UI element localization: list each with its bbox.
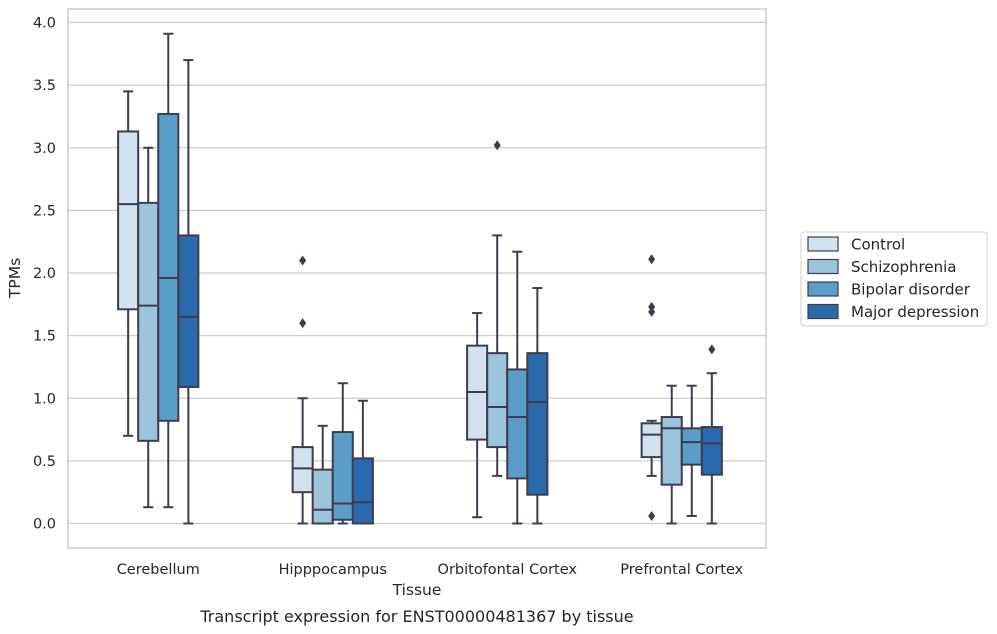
x-tick-label: Hipppocampus <box>279 562 387 578</box>
x-tick-label: Cerebellum <box>117 562 200 578</box>
legend-item: Schizophrenia <box>807 258 956 276</box>
iqr-box <box>351 457 374 525</box>
legend-swatch <box>807 281 839 297</box>
iqr-box <box>506 368 529 480</box>
box-bipolar-disorder <box>680 384 703 517</box>
legend: Control Schizophrenia Bipolar disorder Majo… <box>800 231 988 327</box>
outlier-point <box>493 140 501 151</box>
iqr-box <box>177 234 200 388</box>
iqr-box <box>157 112 180 422</box>
legend-frame <box>800 231 988 327</box>
y-tick-label: 3.5 <box>33 78 56 94</box>
y-tick-labels: 0.0 0.5 1.0 1.5 2.0 2.5 3.0 3.5 4.0 <box>33 16 56 533</box>
y-tick-label: 0.5 <box>33 454 56 470</box>
outlier-point <box>648 306 656 317</box>
iqr-box <box>526 352 549 496</box>
outlier-point <box>299 255 307 266</box>
legend-item: Control <box>807 236 905 254</box>
y-tick-label: 3.0 <box>33 141 56 157</box>
legend-swatch <box>807 303 839 320</box>
iqr-box <box>331 431 354 521</box>
box-schizophrenia <box>137 146 160 509</box>
box-major-depression <box>700 344 723 525</box>
box-major-depression <box>351 399 374 525</box>
y-tick-label: 2.0 <box>33 266 56 282</box>
y-tick-label: 0.0 <box>33 517 56 533</box>
box-major-depression <box>177 59 200 525</box>
y-tick-label: 2.5 <box>33 203 56 219</box>
chart-caption: Transcript expression for ENST0000048136… <box>199 607 633 626</box>
legend-item: Bipolar disorder <box>807 281 971 299</box>
box-bipolar-disorder <box>506 250 529 525</box>
legend-label: Major depression <box>851 303 979 321</box>
box-control <box>291 255 314 525</box>
iqr-box <box>660 416 683 486</box>
x-tick-label: Orbitofontal Cortex <box>438 562 578 578</box>
outlier-point <box>708 344 716 355</box>
legend-label: Control <box>851 236 905 254</box>
legend-item: Major depression <box>807 303 979 321</box>
legend-swatch <box>807 236 839 252</box>
iqr-box <box>311 468 334 525</box>
y-axis-title: TPMs <box>6 258 24 299</box>
iqr-box <box>291 446 314 494</box>
outlier-point <box>299 318 307 329</box>
iqr-box <box>137 201 160 442</box>
outlier-point <box>648 254 656 265</box>
iqr-box <box>640 422 663 459</box>
x-tick-labels: Cerebellum Hipppocampus Orbitofontal Corte… <box>117 562 744 578</box>
iqr-box <box>486 352 509 449</box>
outlier-point <box>648 301 656 312</box>
iqr-box <box>680 427 703 466</box>
legend-swatch <box>807 258 839 275</box>
boxes <box>117 32 723 525</box>
box-major-depression <box>526 287 549 525</box>
y-tick-label: 1.0 <box>33 391 56 407</box>
legend-label: Schizophrenia <box>851 258 956 276</box>
y-tick-label: 4.0 <box>33 16 56 32</box>
x-axis-title: Tissue <box>392 581 442 599</box>
outlier-point <box>648 510 656 521</box>
legend-label: Bipolar disorder <box>851 281 971 299</box>
box-control <box>117 90 140 437</box>
x-tick-label: Prefrontal Cortex <box>620 562 743 578</box>
iqr-box <box>700 426 723 476</box>
iqr-box <box>117 130 140 311</box>
y-tick-label: 1.5 <box>33 329 56 345</box>
